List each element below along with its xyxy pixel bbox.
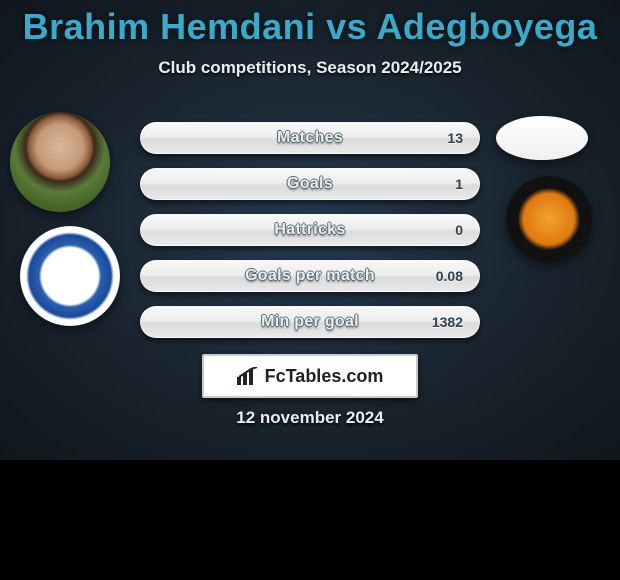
stat-label: Hattricks [141,221,479,239]
date-text: 12 november 2024 [0,408,620,428]
stat-label: Goals per match [141,267,479,285]
brand-text: FcTables.com [265,366,384,387]
stat-right-value: 0 [455,222,463,238]
stat-row: Min per goal 1382 [140,306,480,338]
stat-right-value: 1 [455,176,463,192]
stat-right-value: 1382 [432,314,463,330]
bar-chart-icon [237,367,259,385]
stat-label: Matches [141,129,479,147]
stat-label: Min per goal [141,313,479,331]
player-right-avatar [496,116,588,160]
stat-row: Matches 13 [140,122,480,154]
stat-list: Matches 13 Goals 1 Hattricks 0 Goals per… [140,122,480,352]
stat-right-value: 13 [447,130,463,146]
stat-label: Goals [141,175,479,193]
stat-row: Hattricks 0 [140,214,480,246]
stat-right-value: 0.08 [436,268,463,284]
club-left-badge [20,226,120,326]
comparison-card: Brahim Hemdani vs Adegboyega Club compet… [0,0,620,460]
player-left-avatar [10,112,110,212]
stat-row: Goals per match 0.08 [140,260,480,292]
stat-row: Goals 1 [140,168,480,200]
subtitle: Club competitions, Season 2024/2025 [0,58,620,78]
club-right-badge [506,176,592,262]
page-title: Brahim Hemdani vs Adegboyega [0,6,620,48]
brand-box[interactable]: FcTables.com [202,354,418,398]
